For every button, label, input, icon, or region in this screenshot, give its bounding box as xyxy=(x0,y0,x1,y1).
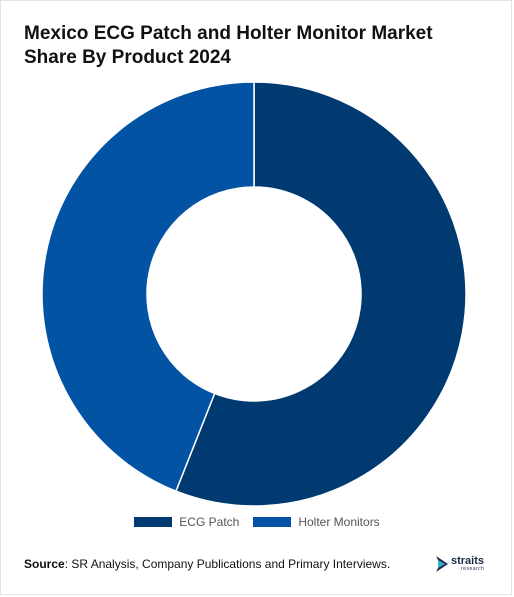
legend-label-ecg-patch: ECG Patch xyxy=(179,515,240,529)
legend-swatch-ecg-patch xyxy=(134,517,173,527)
chart-legend: ECG Patch Holter Monitors xyxy=(0,515,514,529)
legend-swatch-holter-monitors xyxy=(253,517,292,527)
legend-item-ecg-patch[interactable]: ECG Patch xyxy=(134,515,239,529)
legend-item-holter-monitors[interactable]: Holter Monitors xyxy=(253,515,380,529)
straits-research-logo: straits research xyxy=(436,553,496,575)
source-label: Source xyxy=(24,557,65,571)
source-text: : SR Analysis, Company Publications and … xyxy=(64,557,391,571)
straits-logo-icon xyxy=(436,556,448,572)
logo-word: straits xyxy=(451,555,485,567)
chart-title: Mexico ECG Patch and Holter Monitor Mark… xyxy=(24,23,433,68)
slice-holter-monitors[interactable] xyxy=(41,81,255,493)
legend-label-holter-monitors: Holter Monitors xyxy=(298,515,380,529)
source-note: Source: SR Analysis, Company Publication… xyxy=(24,557,390,571)
slice-ecg-patch[interactable] xyxy=(174,81,467,507)
logo-sub: research xyxy=(461,566,485,572)
